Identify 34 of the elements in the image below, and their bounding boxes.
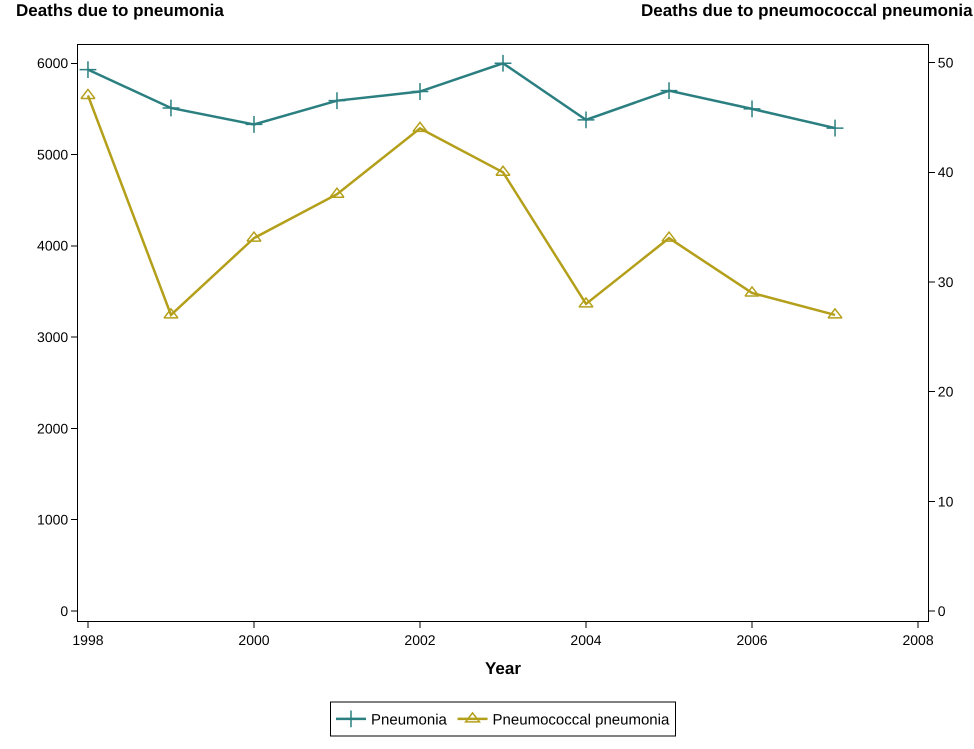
y-tick-label: 4000 xyxy=(37,238,68,254)
x-axis-title: Year xyxy=(485,659,522,678)
x-tick-label: 2006 xyxy=(736,632,768,648)
point xyxy=(162,98,180,118)
y2-tick-label: 20 xyxy=(938,384,954,400)
y-tick-label: 5000 xyxy=(37,146,68,162)
y-tick-label: 6000 xyxy=(37,55,68,72)
x-tick-label: 2000 xyxy=(238,632,270,648)
y2-tick-label: 40 xyxy=(938,164,954,180)
legend-label: Pneumonia xyxy=(371,712,448,729)
y-tick-label: 3000 xyxy=(37,329,68,346)
point xyxy=(244,115,264,134)
x-tick-label: 2002 xyxy=(404,632,436,648)
point xyxy=(410,82,430,101)
point xyxy=(576,110,596,129)
point xyxy=(826,118,844,138)
legend-label: Pneumococcal pneumonia xyxy=(492,712,670,729)
y2-tick-label: 30 xyxy=(938,274,954,290)
y2-axis-title: Deaths due to pneumococcal pneumonia xyxy=(641,1,974,20)
y2-tick-label: 10 xyxy=(938,493,954,510)
x-tick-label: 2008 xyxy=(902,632,934,648)
x-tick-label: 2004 xyxy=(570,632,602,648)
y-axis-title: Deaths due to pneumonia xyxy=(16,1,224,20)
y-tick-label: 2000 xyxy=(37,420,68,436)
point xyxy=(742,100,762,118)
y-tick-label: 0 xyxy=(60,602,68,619)
y-tick-label: 1000 xyxy=(37,512,68,528)
point xyxy=(494,54,512,72)
y2-tick-label: 0 xyxy=(938,603,946,620)
y2-tick-label: 50 xyxy=(938,54,954,70)
point xyxy=(78,60,98,79)
x-tick-label: 1998 xyxy=(72,632,104,648)
point xyxy=(660,81,678,100)
point xyxy=(328,92,346,110)
